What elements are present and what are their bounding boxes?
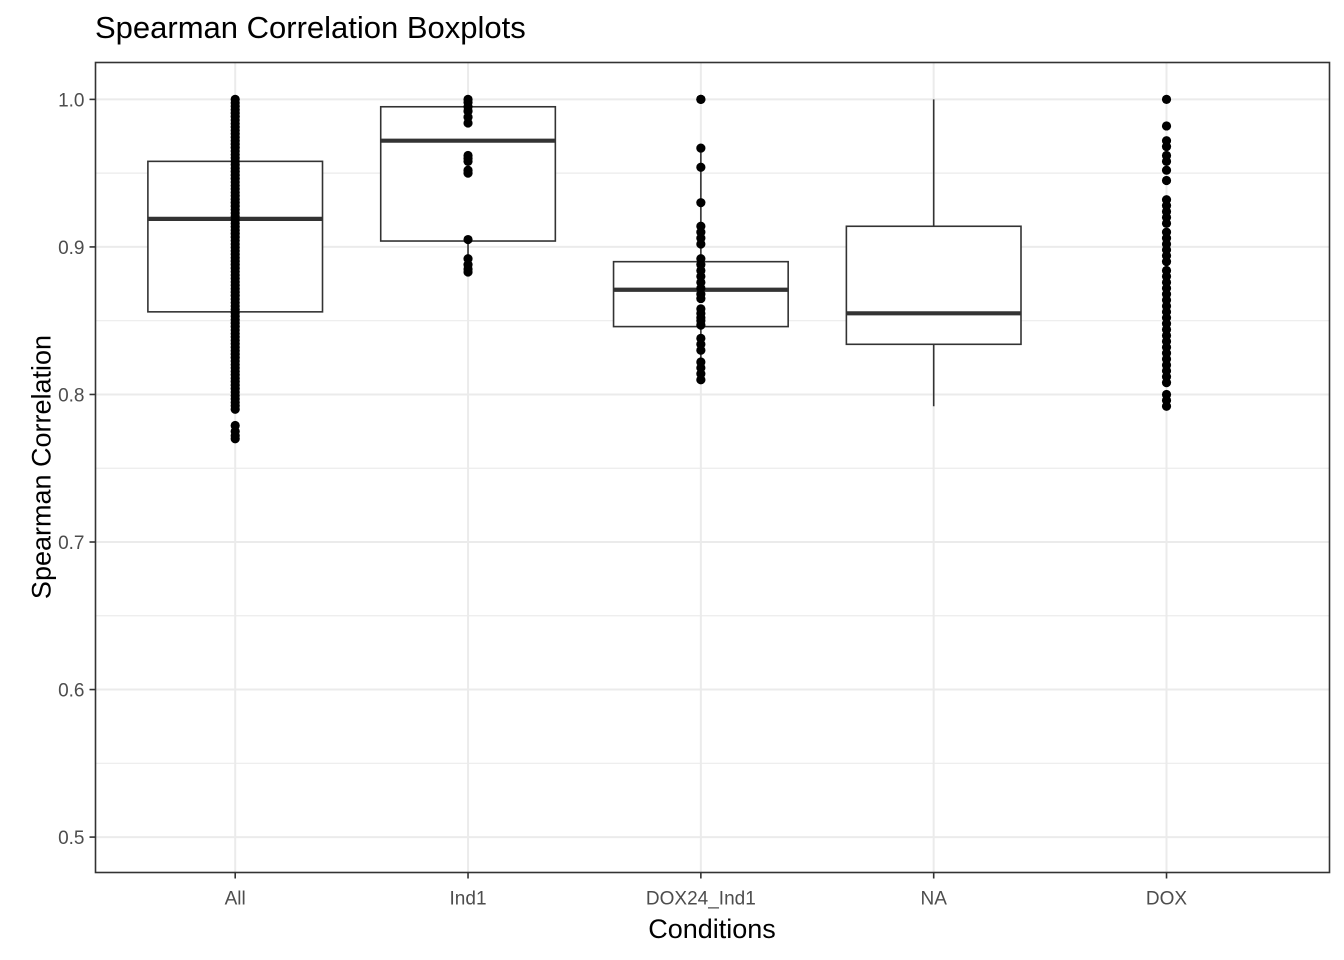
chart-title: Spearman Correlation Boxplots [95,10,526,45]
box-iqr [845,225,1022,346]
y-tick-label: 0.8 [58,385,84,406]
x-axis-label: Conditions [648,914,776,944]
x-tick-label: DOX [1146,889,1188,910]
y-tick-label: 0.6 [58,681,84,702]
data-point [1161,218,1172,228]
data-point [1161,257,1172,267]
data-point [1161,141,1172,152]
data-point [696,143,706,153]
data-point [1161,401,1172,411]
y-tick-label: 0.5 [58,828,84,849]
x-tick-label: Ind1 [450,889,487,910]
data-point [696,345,706,355]
data-point [696,162,706,172]
x-tick-label: NA [920,889,947,910]
panel-border [94,61,1331,874]
data-point [696,375,706,385]
data-point [1161,156,1172,166]
data-point [463,267,473,277]
data-point [463,118,473,128]
x-tick-label: All [225,889,246,910]
data-point [1161,121,1172,131]
data-point [1161,175,1172,186]
data-point [463,168,473,178]
data-point [1161,94,1172,104]
data-point [696,198,706,208]
data-point [463,156,473,166]
data-point [463,234,473,245]
outlier-point [696,94,706,104]
data-point [696,239,706,249]
outlier-point [230,420,240,431]
y-tick-label: 0.7 [58,533,84,554]
y-tick-label: 0.9 [58,238,84,259]
data-point [696,293,706,304]
y-tick-label: 1.0 [58,90,84,111]
data-point [230,94,240,104]
x-tick-label: DOX24_Ind1 [646,889,756,910]
data-point [696,320,706,330]
data-point [1161,165,1172,175]
data-point [1161,378,1172,388]
